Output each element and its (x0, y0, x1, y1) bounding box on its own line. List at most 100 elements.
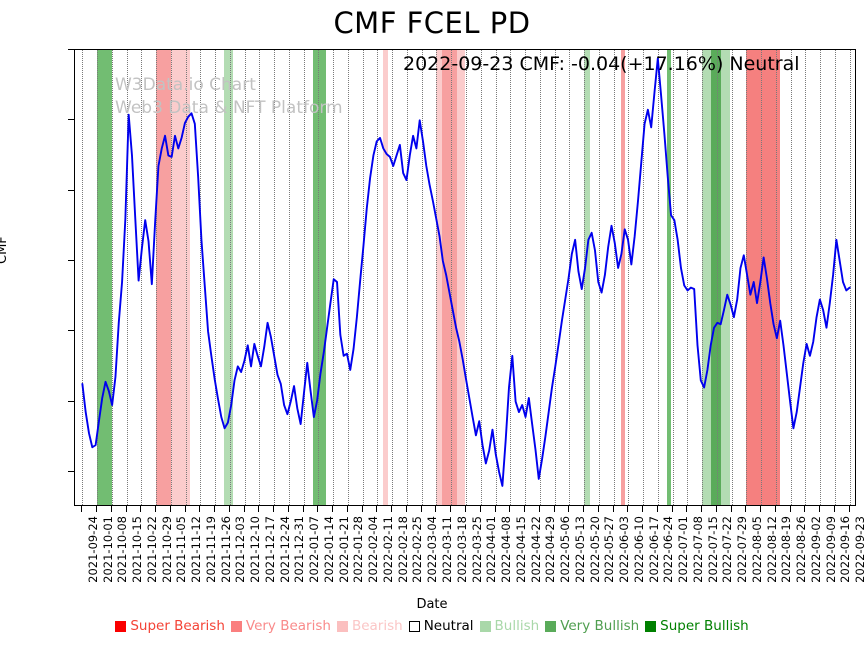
x-tick-mark (479, 506, 481, 512)
x-tick-label: 2021-10-29 (159, 516, 174, 583)
x-tick-mark (302, 506, 304, 512)
x-tick-label: 2022-02-18 (395, 516, 410, 583)
x-tick-label: 2022-07-15 (705, 516, 720, 583)
x-tick-label: 2022-07-29 (735, 516, 750, 583)
y-tick-mark (68, 119, 74, 121)
x-tick-label: 2021-11-12 (189, 516, 204, 583)
x-tick-mark (376, 506, 378, 512)
x-tick-label: 2022-07-08 (690, 516, 705, 583)
x-tick-mark (597, 506, 599, 512)
x-tick-label: 2021-12-03 (233, 516, 248, 583)
x-tick-label: 2021-12-17 (262, 516, 277, 583)
gridline (303, 50, 305, 505)
condition-band (457, 50, 465, 505)
x-tick-label: 2022-01-28 (351, 516, 366, 583)
x-tick-mark (96, 506, 98, 512)
x-tick-mark (125, 506, 127, 512)
condition-band (746, 50, 781, 505)
legend-entry[interactable]: Bearish (336, 618, 403, 634)
condition-band (224, 50, 233, 505)
x-tick-mark (494, 506, 496, 512)
x-tick-label: 2022-05-20 (587, 516, 602, 583)
plot-area: W3Data.io Chart Web3 Data & NFT Platform (74, 49, 856, 506)
gridline (775, 50, 777, 505)
gridline (288, 50, 290, 505)
gridline (598, 50, 600, 505)
gridline (657, 50, 659, 505)
x-tick-mark (642, 506, 644, 512)
x-tick-label: 2022-09-16 (838, 516, 853, 583)
gridline (834, 50, 836, 505)
gridline (229, 50, 231, 505)
gridline (97, 50, 99, 505)
x-tick-mark (671, 506, 673, 512)
x-tick-label: 2022-01-21 (336, 516, 351, 583)
x-tick-mark (287, 506, 289, 512)
y-axis-label: CMF (0, 236, 10, 264)
condition-band (383, 50, 388, 505)
x-tick-mark (81, 506, 83, 512)
x-tick-mark (583, 506, 585, 512)
condition-band (721, 50, 731, 505)
gridline (790, 50, 792, 505)
x-tick-mark (612, 506, 614, 512)
gridline (421, 50, 423, 505)
legend-swatch (479, 620, 491, 632)
x-tick-mark (140, 506, 142, 512)
x-tick-label: 2021-10-15 (130, 516, 145, 583)
legend-label: Neutral (423, 618, 474, 634)
x-tick-label: 2022-07-22 (720, 516, 735, 583)
x-tick-mark (361, 506, 363, 512)
x-tick-mark (656, 506, 658, 512)
condition-band (442, 50, 458, 505)
legend-entry[interactable]: Bullish (479, 618, 539, 634)
gridline (702, 50, 704, 505)
legend-entry[interactable]: Neutral (408, 618, 474, 634)
condition-band (436, 50, 443, 505)
x-tick-label: 2021-10-22 (144, 516, 159, 583)
x-tick-mark (553, 506, 555, 512)
x-tick-mark (509, 506, 511, 512)
gridline (141, 50, 143, 505)
legend-entry[interactable]: Very Bullish (545, 618, 639, 634)
condition-band (710, 50, 722, 505)
x-tick-mark (184, 506, 186, 512)
x-tick-mark (848, 506, 850, 512)
y-tick-mark (68, 470, 74, 472)
legend-entry[interactable]: Very Bearish (230, 618, 331, 634)
condition-band (170, 50, 191, 505)
gridline (539, 50, 541, 505)
x-tick-label: 2022-04-15 (513, 516, 528, 583)
legend-entry[interactable]: Super Bullish (645, 618, 749, 634)
x-tick-mark (391, 506, 393, 512)
x-tick-mark (258, 506, 260, 512)
gridline (495, 50, 497, 505)
gridline (849, 50, 851, 505)
y-tick-mark (68, 259, 74, 261)
gridline (820, 50, 822, 505)
x-tick-label: 2022-01-07 (307, 516, 322, 583)
gridline (156, 50, 158, 505)
gridline (554, 50, 556, 505)
legend-swatch (336, 620, 348, 632)
x-tick-mark (273, 506, 275, 512)
y-tick-mark (68, 189, 74, 191)
legend: Super Bearish Very Bearish Bearish Neutral B… (0, 618, 864, 634)
x-tick-mark (214, 506, 216, 512)
gridline (185, 50, 187, 505)
x-tick-label: 2022-02-25 (410, 516, 425, 583)
x-tick-mark (568, 506, 570, 512)
legend-entry[interactable]: Super Bearish (115, 618, 225, 634)
gridline (436, 50, 438, 505)
gridline (215, 50, 217, 505)
x-tick-mark (730, 506, 732, 512)
x-tick-mark (538, 506, 540, 512)
gridline (451, 50, 453, 505)
x-tick-mark (405, 506, 407, 512)
x-tick-label: 2021-12-31 (292, 516, 307, 583)
gridline (584, 50, 586, 505)
x-tick-label: 2022-04-01 (484, 516, 499, 583)
gridline (510, 50, 512, 505)
gridline (244, 50, 246, 505)
